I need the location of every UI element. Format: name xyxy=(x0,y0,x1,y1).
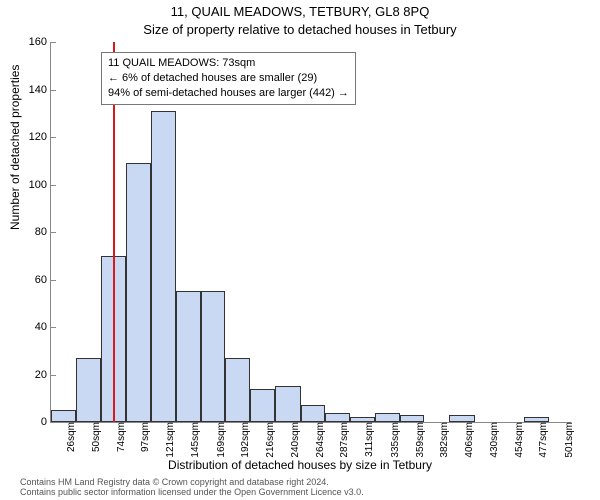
histogram-bar xyxy=(350,417,375,422)
histogram-bar xyxy=(449,415,474,422)
histogram-bar xyxy=(325,413,350,423)
annotation-title: 11 QUAIL MEADOWS: 73sqm xyxy=(108,56,349,71)
x-tick: 121sqm xyxy=(163,422,176,458)
annotation-line-smaller: ← 6% of detached houses are smaller (29) xyxy=(108,71,349,86)
histogram-bar xyxy=(151,111,176,422)
x-tick: 501sqm xyxy=(562,422,575,458)
x-tick: 382sqm xyxy=(437,422,450,458)
x-tick: 287sqm xyxy=(337,422,350,458)
histogram-bar xyxy=(301,405,325,422)
page-title-2: Size of property relative to detached ho… xyxy=(0,22,600,37)
histogram-bar xyxy=(250,389,275,422)
x-tick: 311sqm xyxy=(362,422,375,457)
y-tick: 80 xyxy=(17,226,51,238)
x-tick: 240sqm xyxy=(288,422,301,458)
x-tick: 97sqm xyxy=(138,422,151,452)
histogram-bar xyxy=(176,291,201,422)
histogram-bar xyxy=(524,417,549,422)
x-tick: 169sqm xyxy=(214,422,227,458)
x-tick: 264sqm xyxy=(313,422,326,458)
footer-line-2: Contains public sector information licen… xyxy=(20,488,364,498)
x-tick: 359sqm xyxy=(413,422,426,458)
y-tick: 40 xyxy=(17,321,51,333)
y-tick: 100 xyxy=(17,179,51,191)
y-tick: 0 xyxy=(17,416,51,428)
x-tick: 335sqm xyxy=(388,422,401,458)
x-tick: 26sqm xyxy=(64,422,77,452)
x-tick: 192sqm xyxy=(238,422,251,458)
histogram-plot: 11 QUAIL MEADOWS: 73sqm ← 6% of detached… xyxy=(50,42,571,423)
y-tick: 140 xyxy=(17,84,51,96)
histogram-bar xyxy=(51,410,76,422)
annotation-line-larger: 94% of semi-detached houses are larger (… xyxy=(108,86,349,101)
footer-credits: Contains HM Land Registry data © Crown c… xyxy=(20,478,364,498)
x-tick: 454sqm xyxy=(512,422,525,458)
histogram-bar xyxy=(375,413,400,423)
chart-container: 11, QUAIL MEADOWS, TETBURY, GL8 8PQ Size… xyxy=(0,0,600,500)
x-tick: 145sqm xyxy=(188,422,201,458)
x-tick: 216sqm xyxy=(263,422,276,458)
histogram-bar xyxy=(225,358,250,422)
y-tick: 20 xyxy=(17,369,51,381)
y-tick: 160 xyxy=(17,36,51,48)
x-tick: 477sqm xyxy=(536,422,549,458)
histogram-bar xyxy=(126,163,150,422)
y-tick: 60 xyxy=(17,274,51,286)
annotation-box: 11 QUAIL MEADOWS: 73sqm ← 6% of detached… xyxy=(101,52,356,105)
page-title-1: 11, QUAIL MEADOWS, TETBURY, GL8 8PQ xyxy=(0,4,600,19)
x-tick: 74sqm xyxy=(114,422,127,452)
histogram-bar xyxy=(275,386,300,422)
x-tick: 406sqm xyxy=(462,422,475,458)
histogram-bar xyxy=(201,291,225,422)
x-tick: 50sqm xyxy=(89,422,102,452)
x-tick: 430sqm xyxy=(487,422,500,458)
y-tick: 120 xyxy=(17,131,51,143)
histogram-bar xyxy=(76,358,101,422)
histogram-bar xyxy=(400,415,424,422)
x-axis-label: Distribution of detached houses by size … xyxy=(0,458,600,472)
